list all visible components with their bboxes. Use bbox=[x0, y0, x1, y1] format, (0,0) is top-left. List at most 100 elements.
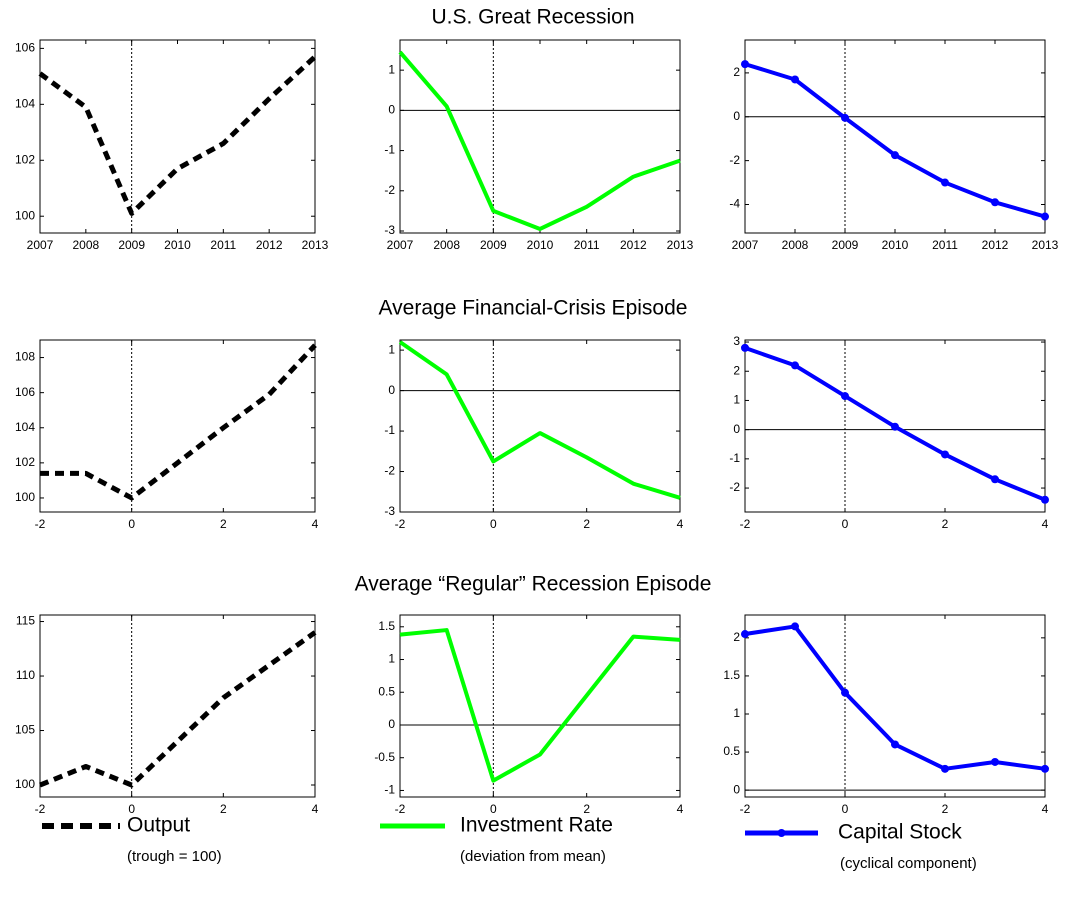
x-tick-label: -2 bbox=[35, 802, 46, 816]
series-line bbox=[39, 630, 317, 788]
legend-note: (deviation from mean) bbox=[460, 848, 606, 865]
row-title: Average Financial-Crisis Episode bbox=[379, 297, 688, 320]
x-tick-label: -2 bbox=[35, 517, 46, 531]
y-tick-label: 0 bbox=[733, 109, 740, 123]
x-tick-label: 0 bbox=[842, 802, 849, 816]
plot-frame bbox=[39, 339, 316, 513]
y-tick-label: 100 bbox=[15, 208, 35, 222]
y-tick-label: 1 bbox=[388, 342, 395, 356]
x-tick-label: 0 bbox=[842, 517, 849, 531]
y-tick-label: 104 bbox=[15, 420, 35, 434]
x-tick-label: 2 bbox=[942, 517, 949, 531]
y-tick-label: -3 bbox=[384, 504, 395, 518]
series-line bbox=[399, 628, 681, 783]
plot-frame bbox=[399, 614, 681, 798]
row-title: Average “Regular” Recession Episode bbox=[355, 573, 712, 596]
y-tick-label: -1 bbox=[384, 783, 395, 797]
y-tick-label: 0.5 bbox=[723, 744, 740, 758]
series-marker bbox=[1041, 212, 1049, 221]
y-tick-label: 115 bbox=[16, 614, 35, 628]
plot-frame bbox=[744, 39, 1046, 234]
series-marker bbox=[991, 198, 999, 207]
x-tick-label: 2007 bbox=[387, 238, 414, 252]
x-tick-label: 0 bbox=[490, 517, 497, 531]
x-tick-label: 2010 bbox=[882, 238, 909, 252]
legend-note: (trough = 100) bbox=[127, 848, 222, 865]
series-marker bbox=[841, 688, 849, 697]
y-tick-label: 102 bbox=[15, 152, 35, 166]
y-tick-label: 2 bbox=[733, 630, 740, 644]
y-tick-label: 0 bbox=[388, 717, 395, 731]
x-tick-label: 0 bbox=[128, 802, 135, 816]
series-line bbox=[398, 50, 681, 231]
series-marker bbox=[991, 475, 999, 484]
y-tick-label: 102 bbox=[15, 455, 35, 469]
y-tick-label: 2 bbox=[733, 65, 740, 79]
x-tick-label: 2012 bbox=[982, 238, 1009, 252]
y-tick-label: 100 bbox=[15, 777, 35, 791]
y-tick-label: 1 bbox=[733, 393, 740, 407]
y-tick-label: -0.5 bbox=[374, 750, 395, 764]
y-tick-label: -4 bbox=[729, 197, 740, 211]
y-tick-label: -1 bbox=[384, 423, 395, 437]
x-tick-label: -2 bbox=[740, 802, 751, 816]
legend-note: (cyclical component) bbox=[840, 855, 977, 872]
x-tick-label: 2013 bbox=[1032, 238, 1059, 252]
x-tick-label: 2009 bbox=[480, 238, 507, 252]
y-tick-label: 100 bbox=[15, 490, 35, 504]
y-tick-label: -3 bbox=[384, 223, 395, 237]
plot-frame bbox=[399, 339, 681, 513]
y-tick-label: 0 bbox=[733, 422, 740, 436]
x-tick-label: 2009 bbox=[832, 238, 859, 252]
legend-marker bbox=[777, 829, 786, 837]
x-tick-label: 2007 bbox=[732, 238, 759, 252]
x-tick-label: 4 bbox=[1042, 802, 1049, 816]
x-tick-label: 2012 bbox=[256, 238, 283, 252]
y-tick-label: 105 bbox=[15, 723, 35, 737]
x-tick-label: -2 bbox=[395, 517, 406, 531]
x-tick-label: 2007 bbox=[27, 238, 54, 252]
series-line bbox=[40, 343, 317, 501]
series-marker bbox=[1041, 764, 1049, 773]
y-tick-label: 0.5 bbox=[378, 684, 395, 698]
x-tick-label: 2010 bbox=[527, 238, 554, 252]
x-tick-label: 2010 bbox=[164, 238, 191, 252]
y-tick-label: 104 bbox=[15, 97, 35, 111]
series-marker bbox=[941, 764, 949, 773]
y-tick-label: 0 bbox=[388, 383, 395, 397]
series-marker bbox=[891, 151, 899, 160]
x-tick-label: 2 bbox=[220, 517, 227, 531]
plot-frame bbox=[744, 614, 1046, 798]
y-tick-label: 1.5 bbox=[378, 619, 395, 633]
plot-frame bbox=[39, 614, 316, 798]
y-tick-label: 1.5 bbox=[723, 668, 740, 682]
series-line bbox=[744, 62, 1046, 219]
y-tick-label: 2 bbox=[733, 363, 740, 377]
y-tick-label: 106 bbox=[15, 41, 35, 55]
series-marker bbox=[941, 450, 949, 459]
x-tick-label: 0 bbox=[128, 517, 135, 531]
y-tick-label: -1 bbox=[729, 451, 740, 465]
series-marker bbox=[941, 178, 949, 187]
series-line bbox=[38, 54, 317, 216]
y-tick-label: 110 bbox=[16, 668, 35, 682]
y-tick-label: 106 bbox=[15, 385, 35, 399]
y-tick-label: 0 bbox=[733, 782, 740, 796]
x-tick-label: 2 bbox=[583, 517, 590, 531]
x-tick-label: 2008 bbox=[72, 238, 99, 252]
series-marker bbox=[841, 392, 849, 401]
series-marker bbox=[791, 622, 799, 631]
y-tick-label: 1 bbox=[388, 652, 395, 666]
plot-frame bbox=[39, 39, 316, 234]
series-marker bbox=[1041, 495, 1049, 504]
y-tick-label: -2 bbox=[384, 464, 395, 478]
x-tick-label: 2011 bbox=[210, 238, 236, 252]
y-tick-label: 1 bbox=[388, 62, 395, 76]
x-tick-label: 2 bbox=[220, 802, 227, 816]
x-tick-label: 2 bbox=[583, 802, 590, 816]
series-marker bbox=[741, 60, 749, 69]
y-tick-label: 108 bbox=[15, 350, 35, 364]
x-tick-label: -2 bbox=[395, 802, 406, 816]
y-tick-label: 0 bbox=[388, 103, 395, 117]
